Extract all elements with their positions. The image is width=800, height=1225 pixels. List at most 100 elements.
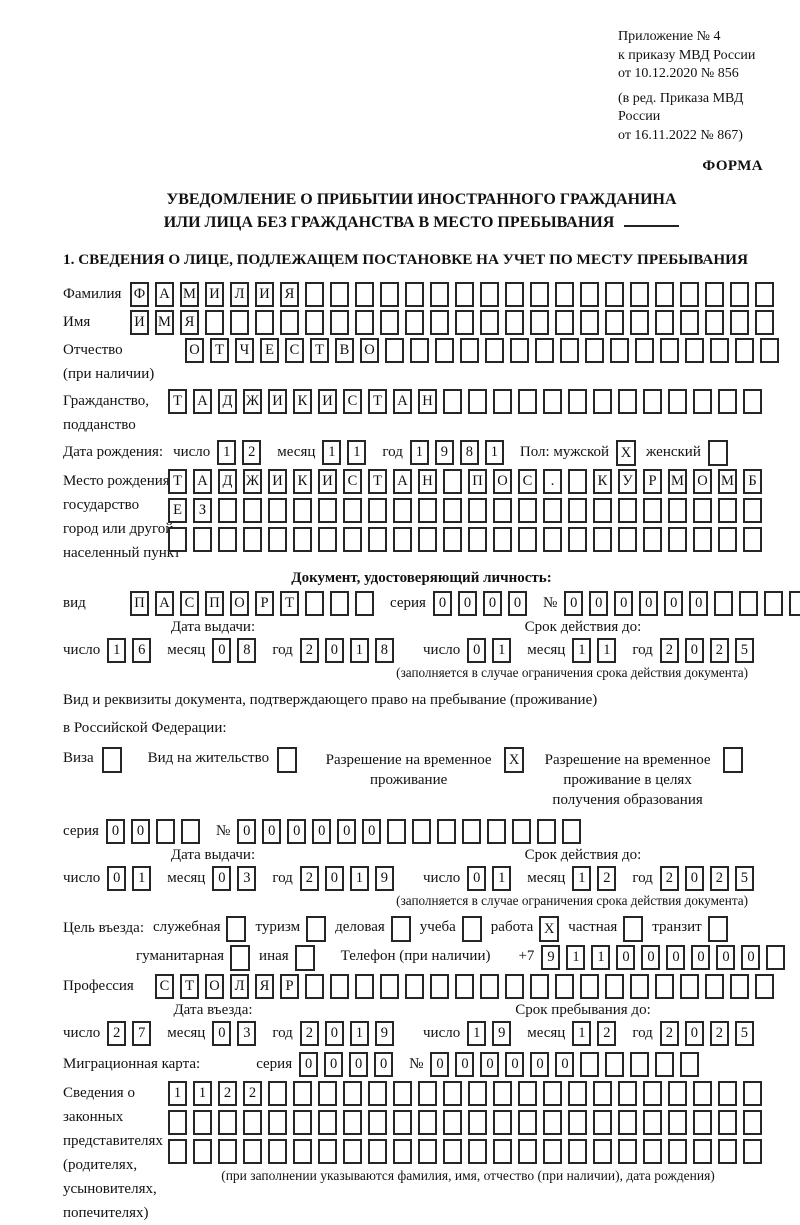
char-cell[interactable] <box>718 1110 737 1135</box>
char-cell[interactable]: 0 <box>105 819 125 844</box>
char-cell[interactable]: 0 <box>507 591 527 616</box>
char-cell[interactable]: 2 <box>709 1021 729 1046</box>
char-cell[interactable] <box>760 338 779 363</box>
char-cell[interactable] <box>555 974 574 999</box>
char-cell[interactable] <box>443 527 462 552</box>
char-cell[interactable]: Т <box>368 469 387 494</box>
char-cell[interactable] <box>766 945 786 970</box>
char-cell[interactable] <box>393 498 412 523</box>
male-checkbox[interactable]: X <box>616 440 637 466</box>
char-cell[interactable]: 5 <box>734 866 754 891</box>
char-cell[interactable]: С <box>343 389 362 414</box>
char-cell[interactable] <box>460 338 479 363</box>
char-cell[interactable]: 9 <box>374 866 394 891</box>
business-checkbox[interactable] <box>390 916 411 942</box>
char-cell[interactable]: А <box>393 469 412 494</box>
char-cell[interactable] <box>455 974 474 999</box>
char-cell[interactable] <box>305 974 324 999</box>
char-cell[interactable] <box>268 527 287 552</box>
char-cell[interactable]: 5 <box>734 638 754 663</box>
char-cell[interactable] <box>668 389 687 414</box>
char-cell[interactable]: П <box>130 591 149 616</box>
char-cell[interactable]: А <box>393 389 412 414</box>
char-cell[interactable]: 0 <box>212 638 232 663</box>
char-cell[interactable] <box>343 498 362 523</box>
char-cell[interactable] <box>743 498 762 523</box>
char-cell[interactable] <box>555 310 574 335</box>
char-cell[interactable] <box>368 1139 387 1164</box>
char-cell[interactable]: А <box>193 469 212 494</box>
char-cell[interactable]: Ч <box>235 338 254 363</box>
char-cell[interactable] <box>293 527 312 552</box>
char-cell[interactable]: 2 <box>659 1021 679 1046</box>
char-cell[interactable]: 2 <box>299 1021 319 1046</box>
char-cell[interactable] <box>305 591 324 616</box>
char-cell[interactable] <box>405 974 424 999</box>
char-cell[interactable] <box>518 498 537 523</box>
char-cell[interactable] <box>393 527 412 552</box>
char-cell[interactable] <box>430 974 449 999</box>
char-cell[interactable] <box>343 1139 362 1164</box>
char-cell[interactable]: 8 <box>374 638 394 663</box>
char-cell[interactable]: 0 <box>212 866 232 891</box>
char-cell[interactable]: Н <box>418 389 437 414</box>
char-cell[interactable]: П <box>205 591 224 616</box>
char-cell[interactable]: 8 <box>237 638 257 663</box>
char-cell[interactable]: И <box>255 282 274 307</box>
char-cell[interactable]: 0 <box>691 945 711 970</box>
char-cell[interactable]: Б <box>743 469 762 494</box>
char-cell[interactable] <box>468 389 487 414</box>
char-cell[interactable] <box>330 974 349 999</box>
char-cell[interactable]: 0 <box>664 591 684 616</box>
char-cell[interactable] <box>493 1139 512 1164</box>
char-cell[interactable] <box>693 1110 712 1135</box>
char-cell[interactable] <box>543 1139 562 1164</box>
char-cell[interactable]: Р <box>643 469 662 494</box>
char-cell[interactable] <box>330 282 349 307</box>
char-cell[interactable] <box>355 282 374 307</box>
char-cell[interactable]: 0 <box>362 819 382 844</box>
char-cell[interactable] <box>480 310 499 335</box>
char-cell[interactable] <box>437 819 457 844</box>
char-cell[interactable]: З <box>193 498 212 523</box>
char-cell[interactable]: 2 <box>299 866 319 891</box>
char-cell[interactable]: 0 <box>639 591 659 616</box>
char-cell[interactable] <box>355 591 374 616</box>
char-cell[interactable]: 2 <box>243 1081 262 1106</box>
char-cell[interactable] <box>218 498 237 523</box>
char-cell[interactable] <box>505 282 524 307</box>
char-cell[interactable]: 7 <box>132 1021 152 1046</box>
char-cell[interactable]: 1 <box>349 1021 369 1046</box>
char-cell[interactable] <box>668 527 687 552</box>
char-cell[interactable] <box>355 974 374 999</box>
char-cell[interactable] <box>618 1081 637 1106</box>
char-cell[interactable] <box>560 338 579 363</box>
char-cell[interactable] <box>530 282 549 307</box>
char-cell[interactable] <box>368 498 387 523</box>
char-cell[interactable]: Е <box>260 338 279 363</box>
char-cell[interactable] <box>655 974 674 999</box>
char-cell[interactable]: О <box>230 591 249 616</box>
char-cell[interactable]: Ж <box>243 389 262 414</box>
char-cell[interactable]: 0 <box>589 591 609 616</box>
char-cell[interactable] <box>739 591 759 616</box>
char-cell[interactable]: И <box>268 389 287 414</box>
char-cell[interactable]: . <box>543 469 562 494</box>
char-cell[interactable]: Ф <box>130 282 149 307</box>
char-cell[interactable] <box>718 1139 737 1164</box>
char-cell[interactable]: 0 <box>212 1021 232 1046</box>
char-cell[interactable] <box>168 1110 187 1135</box>
char-cell[interactable] <box>180 819 200 844</box>
char-cell[interactable] <box>568 469 587 494</box>
char-cell[interactable]: 0 <box>287 819 307 844</box>
char-cell[interactable] <box>618 498 637 523</box>
char-cell[interactable] <box>593 1139 612 1164</box>
char-cell[interactable] <box>755 282 774 307</box>
char-cell[interactable]: 0 <box>616 945 636 970</box>
char-cell[interactable] <box>593 389 612 414</box>
char-cell[interactable] <box>443 469 462 494</box>
char-cell[interactable] <box>680 310 699 335</box>
char-cell[interactable] <box>630 282 649 307</box>
char-cell[interactable]: О <box>693 469 712 494</box>
char-cell[interactable]: Т <box>168 389 187 414</box>
